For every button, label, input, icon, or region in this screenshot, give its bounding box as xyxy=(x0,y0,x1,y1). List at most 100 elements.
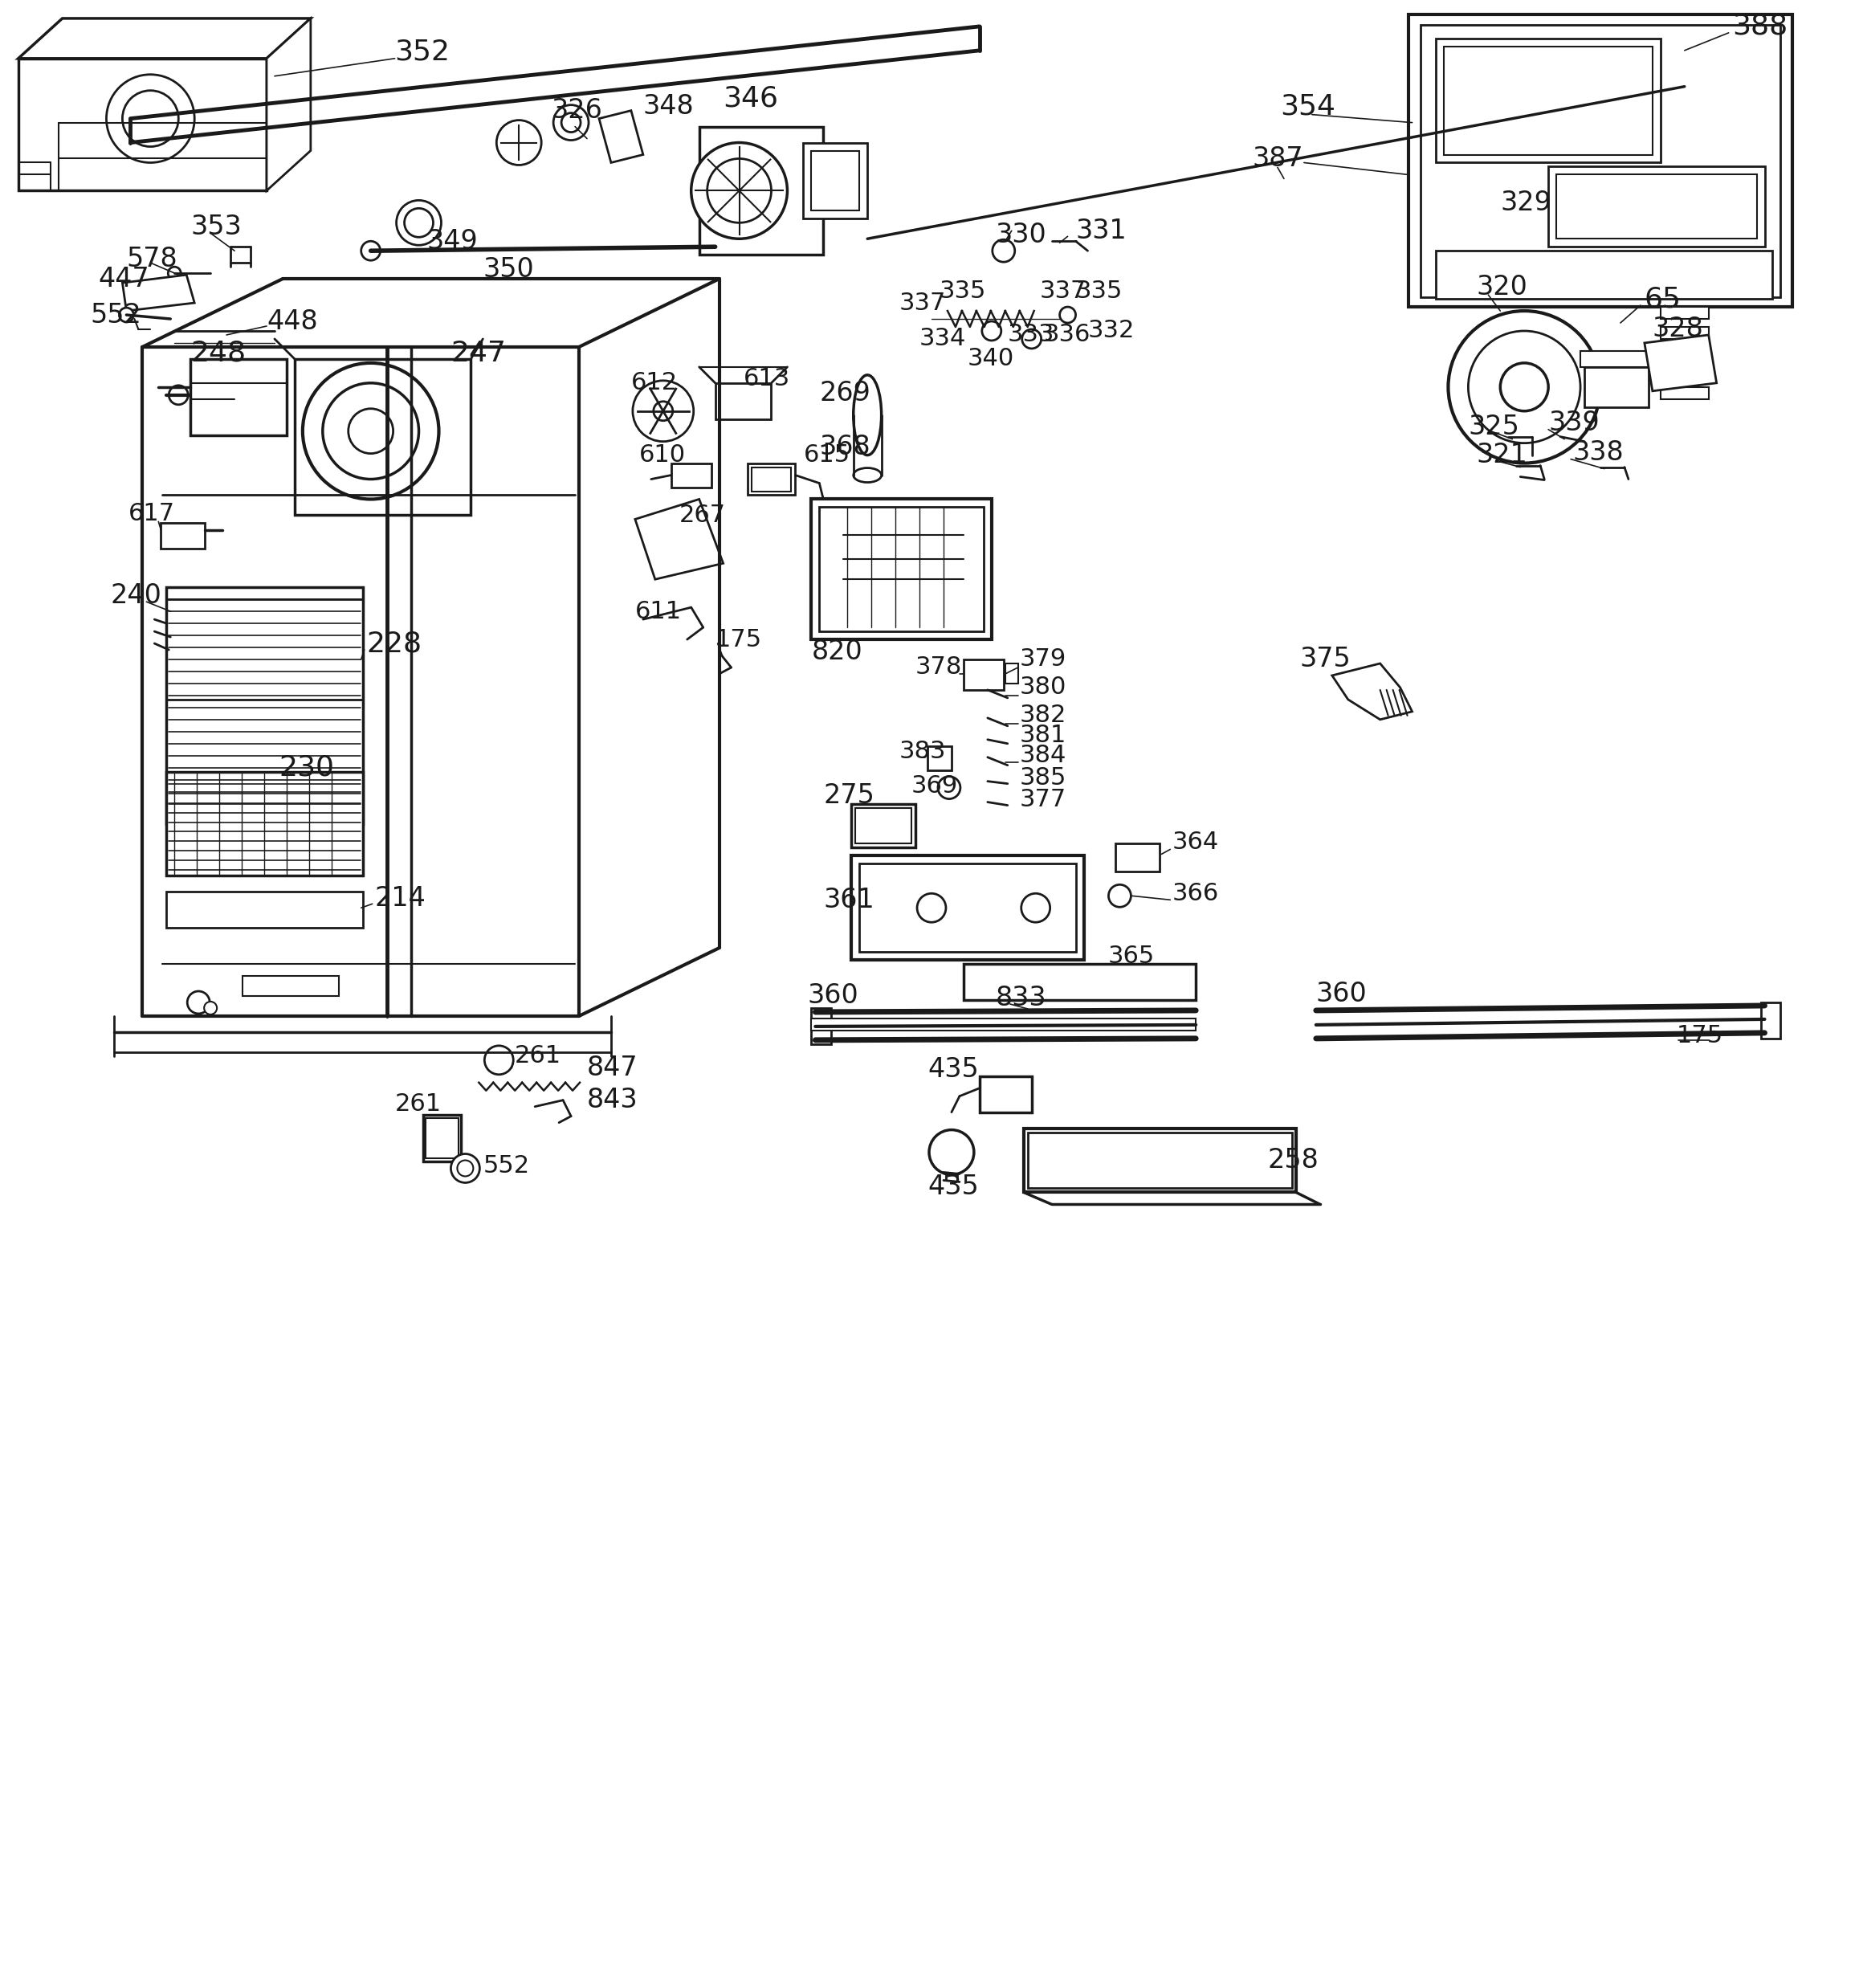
Bar xyxy=(1580,352,1652,368)
Text: 617: 617 xyxy=(129,501,175,525)
Polygon shape xyxy=(123,274,194,310)
Text: 328: 328 xyxy=(1652,316,1703,342)
Bar xyxy=(1116,843,1161,873)
Text: 383: 383 xyxy=(900,740,946,763)
Text: 447: 447 xyxy=(99,266,149,292)
Circle shape xyxy=(1108,885,1131,907)
Text: 240: 240 xyxy=(110,582,162,608)
Circle shape xyxy=(404,209,434,237)
Bar xyxy=(1444,46,1652,155)
Text: 325: 325 xyxy=(1468,414,1520,439)
Text: 337: 337 xyxy=(900,290,946,314)
Bar xyxy=(928,746,952,769)
Text: 261: 261 xyxy=(395,1093,442,1115)
Bar xyxy=(294,360,471,515)
Text: 377: 377 xyxy=(1019,787,1066,811)
Text: 330: 330 xyxy=(995,221,1047,248)
Bar xyxy=(851,855,1084,960)
Circle shape xyxy=(168,266,181,280)
Text: 613: 613 xyxy=(743,368,790,392)
Bar xyxy=(747,463,796,495)
Circle shape xyxy=(993,241,1015,262)
Bar xyxy=(963,964,1196,1000)
Bar xyxy=(1436,38,1660,163)
Circle shape xyxy=(361,241,380,260)
Text: 578: 578 xyxy=(127,247,177,272)
Ellipse shape xyxy=(853,467,881,483)
Bar xyxy=(160,523,205,549)
Bar xyxy=(1028,1133,1293,1189)
Text: 365: 365 xyxy=(1108,944,1155,968)
Circle shape xyxy=(1023,330,1041,348)
Text: 368: 368 xyxy=(820,433,870,461)
Circle shape xyxy=(302,364,440,499)
Text: 385: 385 xyxy=(1019,767,1066,789)
Text: 335: 335 xyxy=(1075,278,1123,302)
Text: 258: 258 xyxy=(1269,1147,1319,1173)
Text: 435: 435 xyxy=(928,1173,978,1201)
Circle shape xyxy=(188,992,211,1014)
Text: 610: 610 xyxy=(639,443,686,467)
Text: 214: 214 xyxy=(374,885,427,911)
Bar xyxy=(810,151,859,211)
Circle shape xyxy=(561,113,581,131)
Polygon shape xyxy=(1332,664,1412,720)
Circle shape xyxy=(119,308,134,322)
Polygon shape xyxy=(1645,334,1716,392)
Text: 366: 366 xyxy=(1172,883,1218,905)
Bar xyxy=(859,865,1075,952)
Bar xyxy=(810,499,991,640)
Circle shape xyxy=(1468,330,1580,443)
Bar xyxy=(166,771,363,877)
Bar xyxy=(851,803,915,847)
Text: 552: 552 xyxy=(89,302,142,328)
Bar xyxy=(1023,1129,1297,1193)
Text: 326: 326 xyxy=(551,97,602,123)
Polygon shape xyxy=(19,58,266,191)
Text: 833: 833 xyxy=(995,986,1047,1012)
Circle shape xyxy=(123,91,179,147)
Text: 261: 261 xyxy=(514,1044,561,1068)
Text: 247: 247 xyxy=(451,340,507,368)
Circle shape xyxy=(930,1129,974,1175)
Circle shape xyxy=(691,143,788,239)
Circle shape xyxy=(484,1046,514,1076)
Text: 615: 615 xyxy=(803,443,850,467)
Text: 275: 275 xyxy=(823,783,874,809)
Bar xyxy=(810,1018,1196,1030)
Polygon shape xyxy=(1660,326,1708,338)
Text: 448: 448 xyxy=(266,308,319,334)
Text: 228: 228 xyxy=(367,630,423,658)
Polygon shape xyxy=(1660,348,1708,360)
Text: 333: 333 xyxy=(1008,324,1054,346)
Text: 820: 820 xyxy=(810,638,863,664)
Circle shape xyxy=(348,410,393,453)
Circle shape xyxy=(937,777,959,799)
Text: 248: 248 xyxy=(190,340,246,368)
Text: 350: 350 xyxy=(483,256,535,282)
Text: 379: 379 xyxy=(1019,648,1066,672)
Circle shape xyxy=(397,201,442,245)
Circle shape xyxy=(497,119,542,165)
Text: 337: 337 xyxy=(1040,278,1086,302)
Text: 847: 847 xyxy=(587,1056,639,1081)
Circle shape xyxy=(170,386,188,406)
Text: 384: 384 xyxy=(1019,744,1066,767)
Text: 364: 364 xyxy=(1172,831,1218,853)
Polygon shape xyxy=(1660,306,1708,318)
Circle shape xyxy=(106,74,194,163)
Text: 175: 175 xyxy=(715,628,762,650)
Text: 611: 611 xyxy=(635,600,682,622)
Text: 331: 331 xyxy=(1075,217,1127,245)
Bar xyxy=(166,893,363,928)
Bar xyxy=(190,360,287,435)
Bar xyxy=(1006,664,1017,684)
Circle shape xyxy=(654,402,673,421)
Text: 321: 321 xyxy=(1475,441,1528,469)
Text: 332: 332 xyxy=(1088,320,1135,342)
Text: 381: 381 xyxy=(1019,724,1066,747)
Text: 339: 339 xyxy=(1548,410,1600,435)
Polygon shape xyxy=(19,18,311,58)
Text: 388: 388 xyxy=(1733,12,1788,40)
Text: 338: 338 xyxy=(1572,439,1623,465)
